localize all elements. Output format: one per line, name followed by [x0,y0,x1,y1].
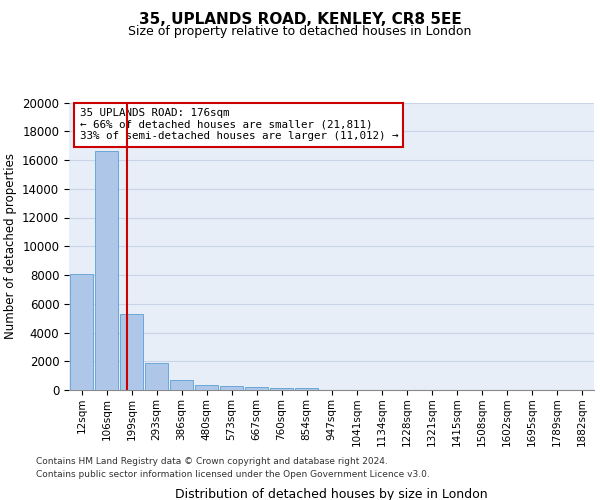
Bar [120,314,143,390]
Text: Contains HM Land Registry data © Crown copyright and database right 2024.: Contains HM Land Registry data © Crown c… [36,458,388,466]
Bar [170,380,193,390]
Bar [295,388,318,390]
Bar [195,384,218,390]
Bar [220,386,243,390]
Y-axis label: Number of detached properties: Number of detached properties [4,153,17,340]
Bar [70,274,93,390]
Bar [270,388,293,390]
X-axis label: Distribution of detached houses by size in London: Distribution of detached houses by size … [175,488,488,500]
Bar [145,364,168,390]
Text: Size of property relative to detached houses in London: Size of property relative to detached ho… [128,25,472,38]
Bar [95,152,118,390]
Text: 35 UPLANDS ROAD: 176sqm
← 66% of detached houses are smaller (21,811)
33% of sem: 35 UPLANDS ROAD: 176sqm ← 66% of detache… [79,108,398,142]
Bar [245,387,268,390]
Text: Contains public sector information licensed under the Open Government Licence v3: Contains public sector information licen… [36,470,430,479]
Text: 35, UPLANDS ROAD, KENLEY, CR8 5EE: 35, UPLANDS ROAD, KENLEY, CR8 5EE [139,12,461,28]
